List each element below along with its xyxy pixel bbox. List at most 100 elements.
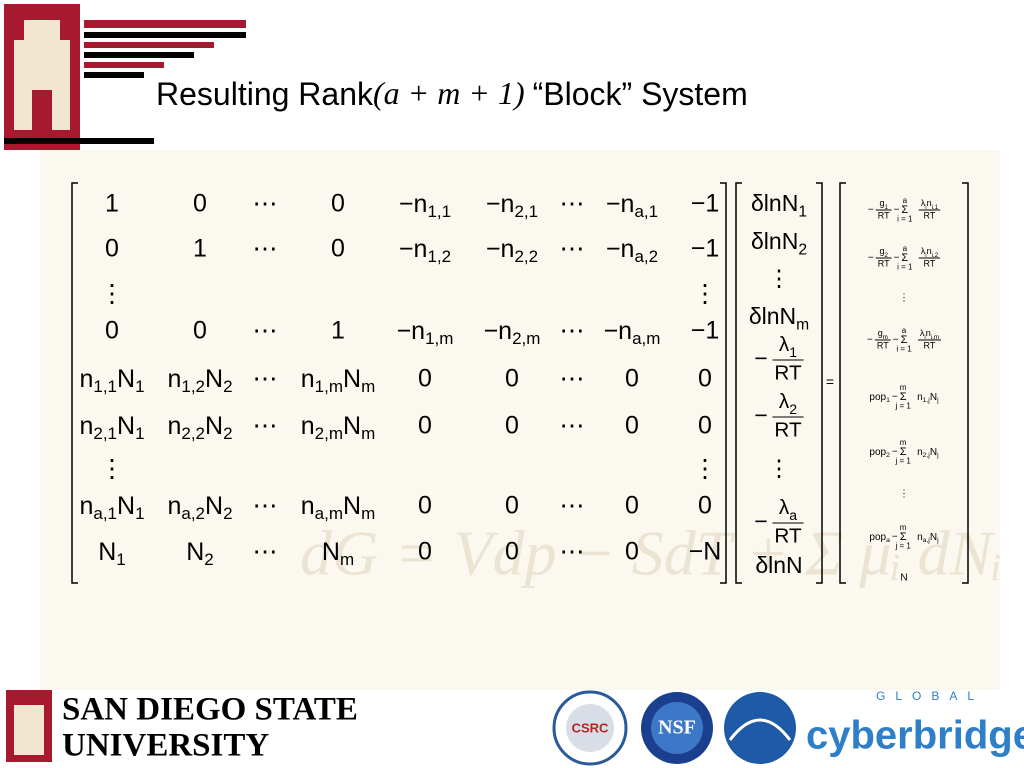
math-subscript: m (883, 333, 888, 340)
fraction-numerator: λ2 (779, 391, 797, 417)
math-base: n (167, 492, 181, 520)
fraction-denominator: RT (774, 361, 802, 384)
university-name: UNIVERSITY (62, 728, 269, 764)
matrix-cell: −n1,2 (399, 235, 451, 267)
math-text: 0 (505, 538, 519, 566)
math-text: 0 (105, 235, 119, 263)
math-subscript: a (886, 537, 890, 544)
matrix-cell: N1 (98, 538, 126, 570)
matrix-cell: 0 (625, 412, 639, 440)
math-base: N (117, 492, 135, 520)
rhs-entry: N (900, 573, 907, 584)
math-base: −n (604, 317, 633, 345)
math-text: RT (774, 524, 802, 547)
sum-sign: Σ (901, 334, 908, 346)
math-subscript: 1 (886, 397, 890, 404)
math-base: n (167, 412, 181, 440)
math-term: na,mNm (301, 492, 375, 524)
math-text: ⋯ (560, 538, 585, 566)
math-subscript: 1 (135, 424, 144, 443)
math-text: 0 (418, 538, 432, 566)
matrix-cell: 0 (418, 492, 432, 520)
fraction-denominator: RT (924, 340, 936, 350)
unknown-entry: δlnN1 (751, 190, 807, 220)
math-text: −1 (691, 235, 720, 263)
math-subscript: m (796, 316, 809, 333)
fraction-numerator: λa (779, 497, 797, 523)
math-base: λ (779, 391, 790, 414)
math-text: 0 (418, 365, 432, 393)
matrix-cell: 0 (625, 492, 639, 520)
unknown-entry: ⋮ (768, 265, 791, 291)
math-base: n (301, 365, 315, 393)
math-term: popa (869, 532, 890, 544)
global-text: GLOBAL (876, 689, 984, 703)
matrix-cell: −n1,m (397, 317, 454, 349)
math-term: −na,m (604, 317, 661, 349)
math-text: 0 (105, 317, 119, 345)
math-base: n (917, 392, 923, 403)
matrix-cell: ⋯ (253, 235, 278, 263)
math-base: δlnN (751, 228, 798, 254)
math-text: 0 (193, 190, 207, 218)
matrix-cell: −na,m (604, 317, 661, 349)
math-text: RT (774, 361, 802, 384)
matrix-cell: 0 (418, 365, 432, 393)
matrix-cell: 0 (698, 492, 712, 520)
fraction-denominator: RT (924, 210, 936, 220)
math-base: n (301, 492, 315, 520)
background-equation: dG = Vdp − SdT + Σ μᵢ dNᵢ (300, 518, 1002, 589)
fraction-numerator: λini,m (920, 328, 939, 340)
math-base: N (205, 365, 223, 393)
math-base: λ (921, 198, 926, 208)
math-subscript: 1,m (425, 329, 453, 348)
math-subscript: a (789, 507, 797, 523)
matrix-cell: 0 (625, 365, 639, 393)
matrix-cell: ⋯ (560, 317, 585, 345)
math-text: ⋮ (899, 293, 909, 304)
math-term: na,jNj (917, 532, 939, 544)
math-base: N (343, 365, 361, 393)
fraction-denominator: RT (877, 340, 889, 350)
math-subscript: 2 (886, 452, 890, 459)
matrix-cell: ⋯ (253, 317, 278, 345)
math-term: n2,mNm (301, 412, 375, 444)
math-text: ⋯ (560, 190, 585, 218)
math-text: − (892, 392, 898, 403)
math-subscript: a,j (923, 537, 931, 544)
fraction-numerator: g2 (879, 246, 888, 258)
math-text: 0 (698, 492, 712, 520)
matrix-cell: 0 (331, 190, 345, 218)
math-term: −na,2 (606, 235, 658, 267)
math-subscript: 1,j (923, 397, 931, 404)
math-text: ⋯ (253, 412, 278, 440)
math-base: λ (920, 328, 925, 338)
math-term: λ2 (779, 391, 797, 417)
math-text: 0 (193, 317, 207, 345)
matrix-cell: ⋮ (693, 280, 718, 308)
math-base: pop (869, 392, 886, 403)
math-subscript: j (936, 452, 939, 459)
sum-upper: m (900, 438, 907, 447)
matrix-cell: −n2,m (484, 317, 541, 349)
sum-lower: i = 1 (896, 345, 912, 354)
matrix-cell: na,mNm (301, 492, 375, 524)
matrix-cell: ⋯ (560, 190, 585, 218)
math-base: g (878, 328, 883, 338)
matrix-cell: ⋯ (560, 538, 585, 566)
math-text: − (892, 447, 898, 458)
math-subscript: 2 (798, 241, 807, 258)
math-text: ⋮ (100, 455, 125, 483)
math-term: δlnN2 (751, 228, 807, 258)
matrix-cell: ⋯ (253, 492, 278, 520)
header-logo (4, 4, 246, 150)
math-text: ⋯ (560, 235, 585, 263)
matrix-cell: n1,mNm (301, 365, 375, 397)
math-text: − (894, 205, 900, 216)
matrix-cell: 0 (505, 365, 519, 393)
math-text: RT (878, 210, 890, 220)
rhs-entry: ⋮ (899, 489, 909, 500)
matrix-cell: n1,2N2 (167, 365, 232, 397)
